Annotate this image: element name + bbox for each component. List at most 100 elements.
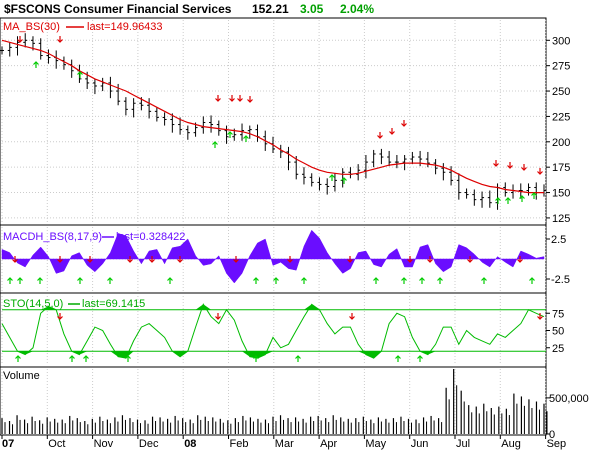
volume-tick-label: 500,000 xyxy=(549,393,589,405)
arrow-head xyxy=(37,277,43,281)
buy-arrow-icon xyxy=(253,355,259,362)
buy-arrow-icon xyxy=(495,197,501,204)
month-label: Feb xyxy=(230,438,249,450)
buy-arrow-icon xyxy=(519,195,525,202)
arrow-head xyxy=(537,316,543,320)
buy-arrow-icon xyxy=(243,135,249,142)
symbol-title: $FSCONS Consumer Financial Services xyxy=(4,2,232,16)
sto-oversold-fill xyxy=(2,351,544,359)
arrow-head xyxy=(389,131,395,135)
arrow-head xyxy=(17,39,23,43)
sell-arrow-icon xyxy=(233,256,239,263)
sto-tick-label: 25 xyxy=(552,343,564,355)
arrow-head xyxy=(227,131,233,135)
buy-arrow-icon xyxy=(227,131,233,138)
sto-label: STO(14,5,0) xyxy=(3,298,63,310)
month-label: Aug xyxy=(501,438,521,450)
price-tick-label: 125 xyxy=(552,213,570,225)
sell-arrow-icon xyxy=(127,256,133,263)
arrow-head xyxy=(57,316,63,320)
sell-arrow-icon xyxy=(537,168,543,175)
buy-arrow-icon xyxy=(481,277,487,284)
arrow-head xyxy=(481,277,487,281)
arrow-head xyxy=(149,259,155,263)
arrow-head xyxy=(253,277,259,281)
sell-arrow-icon xyxy=(389,128,395,135)
sell-arrow-icon xyxy=(517,256,523,263)
price-tick-label: 200 xyxy=(552,137,570,149)
buy-arrow-icon xyxy=(77,277,83,284)
sell-arrow-icon xyxy=(87,256,93,263)
sell-arrow-icon xyxy=(177,256,183,263)
price-value: 152.21 xyxy=(252,2,289,16)
arrow-head xyxy=(529,277,535,281)
change-value: 3.05 xyxy=(300,2,324,16)
arrow-head xyxy=(493,163,499,167)
arrow-head xyxy=(237,98,243,102)
sell-arrow-icon xyxy=(401,120,407,127)
sell-arrow-icon xyxy=(57,256,63,263)
sell-arrow-icon xyxy=(467,256,473,263)
buy-arrow-icon xyxy=(329,174,335,181)
buy-arrow-icon xyxy=(437,277,443,284)
buy-arrow-icon xyxy=(531,192,537,199)
sell-arrow-icon xyxy=(57,313,63,320)
volume-label: Volume xyxy=(3,370,40,382)
arrow-head xyxy=(347,259,353,263)
arrow-head xyxy=(127,259,133,263)
sell-arrow-icon xyxy=(149,256,155,263)
buy-arrow-icon xyxy=(167,277,173,284)
arrow-head xyxy=(467,259,473,263)
moving-average-layer xyxy=(1,39,544,194)
price-panel-frame xyxy=(0,17,547,226)
price-tick-label: 300 xyxy=(552,35,570,47)
month-label: Sep xyxy=(547,438,567,450)
arrow-head xyxy=(517,259,523,263)
arrow-head xyxy=(495,197,501,201)
buy-arrow-icon xyxy=(341,177,347,184)
macdh-label: MACDH_BS(8,17,9) xyxy=(3,231,102,243)
ma-last: last=149.96433 xyxy=(87,21,163,33)
month-label: Oct xyxy=(48,438,65,450)
volume-layer xyxy=(1,369,548,434)
macdh-layer xyxy=(1,229,545,284)
arrow-head xyxy=(57,39,63,43)
sell-arrow-icon xyxy=(521,164,527,171)
price-tick-label: 175 xyxy=(552,162,570,174)
ma-label: MA_BS(30) xyxy=(3,21,60,33)
sto-layer xyxy=(1,303,546,359)
month-label: 08 xyxy=(184,438,196,450)
sto-line xyxy=(1,303,545,359)
buy-arrow-icon xyxy=(273,277,279,284)
arrow-head xyxy=(407,259,413,263)
month-label: 07 xyxy=(2,438,14,450)
arrow-head xyxy=(167,277,173,281)
price-tick-label: 225 xyxy=(552,111,570,123)
sell-arrow-icon xyxy=(17,36,23,43)
arrow-head xyxy=(301,277,307,281)
sell-arrow-icon xyxy=(215,313,221,320)
buy-arrow-icon xyxy=(212,141,218,148)
x-axis-ticks: 07 Oct Nov Dec 08 Feb Mar Apr May Jun Jul Aug Sep xyxy=(1,435,567,450)
sto-last: last=69.1415 xyxy=(82,298,145,310)
buy-arrow-icon xyxy=(83,355,89,362)
buy-arrow-icon xyxy=(33,61,39,68)
buy-arrow-icon xyxy=(7,277,13,284)
arrow-head xyxy=(377,135,383,139)
arrow-head xyxy=(247,99,253,103)
buy-arrow-icon xyxy=(419,277,425,284)
buy-arrow-icon xyxy=(253,277,259,284)
sell-arrow-icon xyxy=(215,95,221,102)
month-label: Dec xyxy=(139,438,159,450)
buy-arrow-icon xyxy=(15,355,21,362)
sell-arrow-icon xyxy=(407,256,413,263)
arrow-head xyxy=(437,277,443,281)
sell-arrow-icon xyxy=(427,256,433,263)
macdh-tick-label: 2.5 xyxy=(551,234,566,246)
arrow-head xyxy=(419,277,425,281)
month-label: Mar xyxy=(275,438,294,450)
month-label: Nov xyxy=(94,438,114,450)
sell-arrow-icon xyxy=(507,162,513,169)
